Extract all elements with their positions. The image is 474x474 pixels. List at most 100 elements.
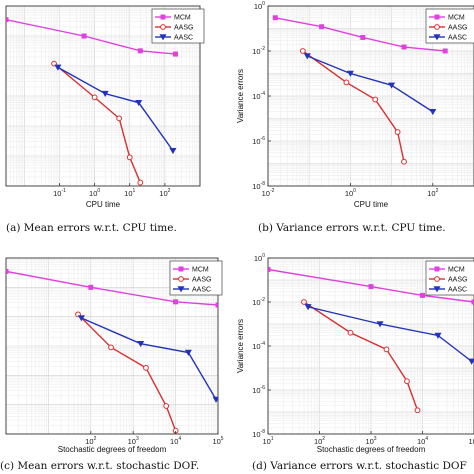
data-point-mcm bbox=[401, 44, 407, 50]
x-tick-label: 103 bbox=[365, 436, 376, 446]
legend-label-aasc: AASC bbox=[192, 287, 211, 294]
y-tick-label: 10-6 bbox=[252, 136, 265, 146]
y-tick-label: 10-8 bbox=[252, 429, 265, 439]
legend: MCM AASG AASC bbox=[151, 8, 205, 44]
legend-marker-aasg bbox=[178, 276, 184, 282]
data-point-mcm bbox=[88, 284, 94, 290]
axes-frame bbox=[5, 257, 219, 435]
data-point-mcm bbox=[215, 302, 218, 308]
grid bbox=[6, 6, 200, 186]
legend-marker-mcm bbox=[178, 266, 184, 272]
data-point-mcm bbox=[172, 51, 178, 57]
data-point-aasg bbox=[108, 344, 114, 351]
data-point-aasg bbox=[372, 96, 379, 103]
x-tick-label: 101 bbox=[124, 188, 135, 198]
data-point-mcm bbox=[6, 17, 9, 23]
caption-a: (a) Mean errors w.r.t. CPU time. bbox=[6, 222, 177, 234]
legend-label-aasc: AASC bbox=[448, 287, 467, 294]
data-point-aasg bbox=[91, 94, 98, 101]
data-point-aasg bbox=[401, 158, 407, 165]
series-aasg bbox=[299, 48, 407, 165]
series-aasc bbox=[54, 64, 177, 155]
x-tick-label: 103 bbox=[128, 436, 139, 446]
caption-b: (b) Variance errors w.r.t. CPU time. bbox=[258, 222, 446, 234]
legend-marker-aasc bbox=[159, 34, 167, 41]
legend-label-aasg: AASG bbox=[448, 277, 467, 284]
data-point-mcm bbox=[419, 292, 425, 298]
x-tick-label: 100 bbox=[89, 188, 100, 198]
series-mcm bbox=[6, 17, 178, 57]
series-line-mcm bbox=[268, 268, 474, 303]
axes-frame bbox=[5, 5, 201, 187]
data-point-aasc bbox=[77, 315, 85, 322]
x-tick-label: 102 bbox=[159, 188, 170, 198]
legend-label-mcm: MCM bbox=[448, 267, 465, 274]
legend-label-mcm: MCM bbox=[174, 15, 191, 22]
x-tick-label: 105 bbox=[212, 436, 223, 446]
data-point-aasc bbox=[212, 396, 218, 403]
y-axis-label: Variance errors bbox=[236, 69, 245, 123]
y-tick-label: 100 bbox=[254, 1, 265, 11]
data-point-aasc bbox=[429, 109, 437, 116]
series-line-aasc bbox=[57, 66, 174, 152]
data-point-aasc bbox=[184, 349, 192, 356]
x-axis-label: Stochastic degrees of freedom bbox=[58, 445, 167, 454]
series-aasg bbox=[301, 299, 421, 414]
y-tick-label: 10-8 bbox=[252, 181, 265, 191]
caption-c: (c) Mean errors w.r.t. stochastic DOF. bbox=[0, 460, 199, 472]
data-point-mcm bbox=[137, 48, 143, 54]
legend-label-aasg: AASG bbox=[192, 277, 211, 284]
y-tick-label: 10-2 bbox=[252, 46, 265, 56]
data-point-mcm bbox=[6, 268, 9, 274]
series-line-aasc bbox=[307, 55, 434, 113]
chart-panel-c: 102 103 104 105 Stochastic degrees of freedo… bbox=[5, 257, 224, 454]
y-axis-label: Variance errors bbox=[236, 319, 245, 373]
x-axis-label: Stochastic degrees of freedom bbox=[317, 445, 426, 454]
data-point-aasg bbox=[404, 378, 410, 385]
x-tick-label: 104 bbox=[170, 436, 181, 446]
legend-marker-mcm bbox=[434, 266, 440, 272]
x-tick-label: 104 bbox=[417, 436, 428, 446]
data-point-aasc bbox=[376, 321, 384, 328]
legend-label-mcm: MCM bbox=[192, 267, 209, 274]
data-point-aasg bbox=[343, 79, 350, 86]
series-aasg bbox=[75, 311, 179, 434]
data-point-aasg bbox=[347, 329, 354, 336]
data-point-aasc bbox=[304, 304, 312, 311]
data-point-aasc bbox=[135, 99, 143, 107]
data-point-mcm bbox=[319, 24, 325, 30]
series-line-mcm bbox=[6, 18, 176, 55]
x-tick-label: 105 bbox=[468, 436, 474, 446]
data-point-aasg bbox=[414, 407, 421, 414]
legend: MCM AASG AASC bbox=[169, 260, 223, 296]
x-tick-label: 100 bbox=[345, 188, 356, 198]
data-point-aasg bbox=[137, 179, 144, 186]
series-aasc bbox=[304, 304, 474, 365]
x-tick-label: 102 bbox=[427, 188, 438, 198]
legend: MCM AASG AASC bbox=[425, 8, 474, 44]
series-line-aasc bbox=[307, 306, 473, 362]
data-point-aasg bbox=[383, 346, 390, 353]
data-point-aasg bbox=[126, 154, 133, 161]
series-mcm bbox=[6, 268, 218, 308]
x-tick-label: 10-2 bbox=[262, 188, 275, 198]
data-point-aasg bbox=[163, 403, 170, 409]
chart-panel-d: 101 102 103 104 105 100 10-2 10-4 10-6 10-8 Stocha… bbox=[236, 253, 474, 454]
series-mcm bbox=[272, 15, 448, 54]
legend-label-aasg: AASG bbox=[448, 25, 467, 32]
series-line-mcm bbox=[6, 270, 218, 306]
legend-marker-aasg bbox=[434, 24, 440, 30]
x-tick-label: 10-1 bbox=[53, 188, 66, 198]
series-aasg bbox=[51, 60, 144, 186]
legend-marker-aasc bbox=[433, 286, 441, 293]
legend-marker-aasg bbox=[434, 276, 440, 282]
data-point-aasc bbox=[169, 148, 177, 155]
data-point-aasc bbox=[434, 332, 442, 339]
data-point-aasg bbox=[394, 129, 401, 135]
data-point-aasg bbox=[301, 299, 307, 305]
legend-label-aasg: AASG bbox=[174, 25, 193, 32]
y-tick-label: 10-4 bbox=[252, 341, 265, 351]
x-tick-label: 102 bbox=[85, 436, 96, 446]
legend-label-aasc: AASC bbox=[448, 35, 467, 42]
